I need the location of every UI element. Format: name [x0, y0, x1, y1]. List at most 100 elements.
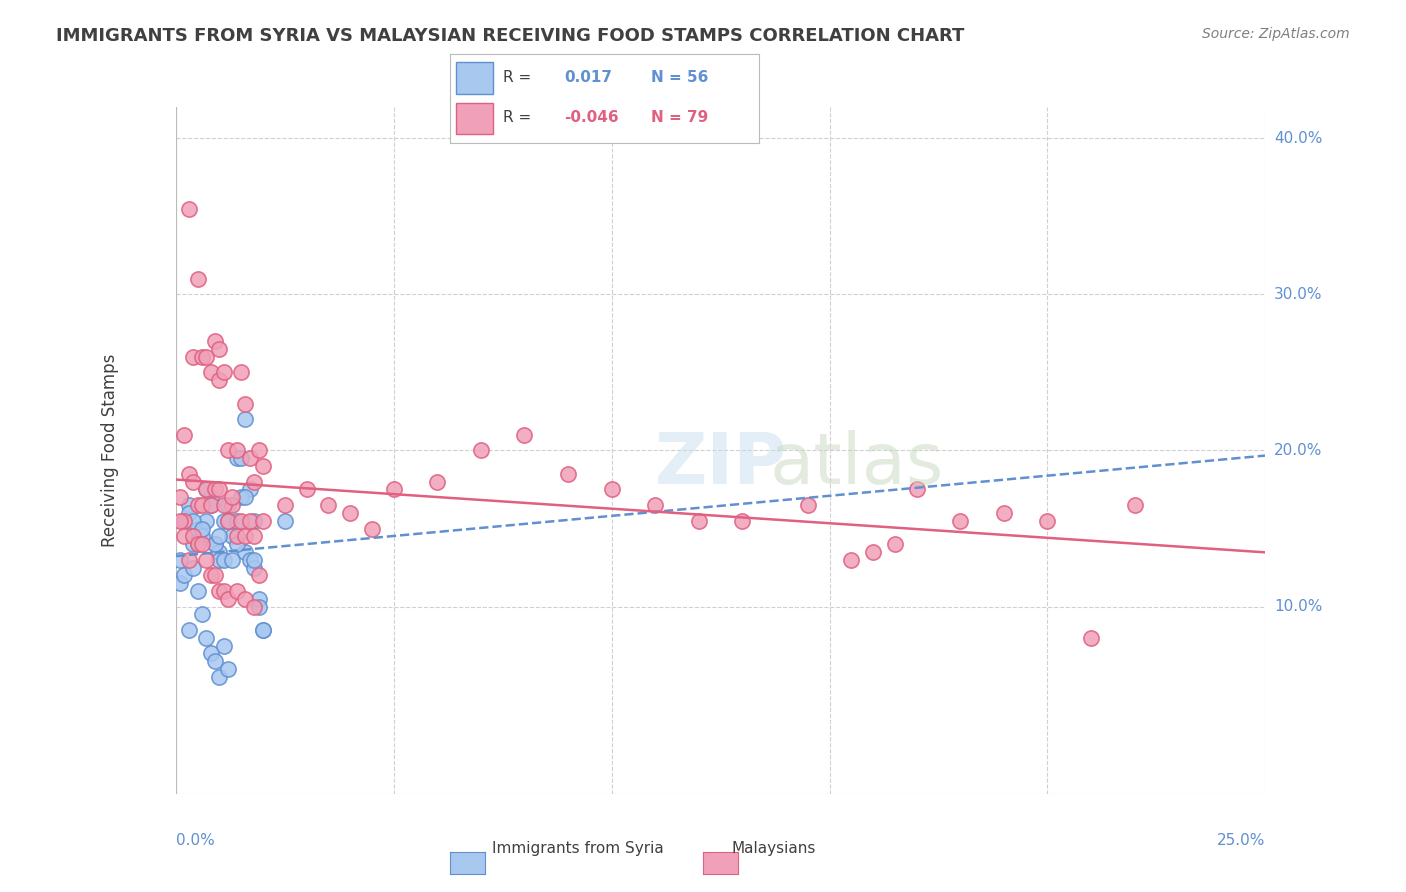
Point: [221, 490, 243, 504]
Point: [195, 552, 218, 567]
Point: [221, 529, 243, 543]
Point: [195, 514, 218, 528]
Point: [243, 560, 266, 574]
Point: [225, 514, 247, 528]
Point: [191, 350, 214, 364]
Point: [200, 568, 222, 582]
Point: [204, 654, 226, 668]
Point: [217, 591, 239, 606]
Point: [243, 599, 266, 614]
Point: [186, 537, 209, 551]
Point: [235, 545, 257, 559]
Point: [221, 552, 243, 567]
Point: [173, 514, 195, 528]
Point: [204, 537, 226, 551]
Point: [191, 521, 214, 535]
Text: 40.0%: 40.0%: [1274, 131, 1323, 145]
Text: Receiving Food Stamps: Receiving Food Stamps: [101, 354, 120, 547]
Point: [600, 483, 623, 497]
Point: [884, 537, 907, 551]
Text: IMMIGRANTS FROM SYRIA VS MALAYSIAN RECEIVING FOOD STAMPS CORRELATION CHART: IMMIGRANTS FROM SYRIA VS MALAYSIAN RECEI…: [56, 27, 965, 45]
Point: [173, 529, 195, 543]
Point: [200, 646, 222, 660]
Point: [181, 560, 204, 574]
Point: [252, 514, 274, 528]
Point: [247, 568, 270, 582]
Point: [252, 623, 274, 637]
Point: [239, 483, 262, 497]
Point: [186, 498, 209, 512]
Text: 0.0%: 0.0%: [176, 833, 215, 848]
Point: [274, 498, 297, 512]
Text: Source: ZipAtlas.com: Source: ZipAtlas.com: [1202, 27, 1350, 41]
Point: [247, 591, 270, 606]
Point: [217, 443, 239, 458]
Point: [1080, 631, 1102, 645]
Point: [181, 537, 204, 551]
Point: [225, 451, 247, 466]
Point: [200, 498, 222, 512]
Point: [191, 498, 214, 512]
Text: Malaysians: Malaysians: [731, 841, 815, 856]
Text: 0.017: 0.017: [564, 70, 613, 85]
Point: [204, 483, 226, 497]
Point: [731, 514, 754, 528]
Point: [426, 475, 449, 489]
Point: [239, 451, 262, 466]
Text: 20.0%: 20.0%: [1274, 443, 1323, 458]
Point: [841, 552, 863, 567]
Point: [225, 529, 247, 543]
Point: [217, 662, 239, 676]
Point: [169, 576, 191, 591]
Text: N = 79: N = 79: [651, 111, 709, 125]
Point: [177, 498, 200, 512]
Point: [243, 529, 266, 543]
Point: [173, 568, 195, 582]
Point: [318, 498, 340, 512]
FancyBboxPatch shape: [456, 62, 494, 94]
Point: [993, 506, 1015, 520]
Point: [1123, 498, 1146, 512]
Point: [177, 202, 200, 216]
Point: [949, 514, 972, 528]
Point: [557, 467, 579, 481]
Point: [208, 529, 231, 543]
Point: [339, 506, 361, 520]
Point: [177, 467, 200, 481]
Text: atlas: atlas: [769, 430, 943, 499]
Point: [239, 552, 262, 567]
Point: [862, 545, 884, 559]
Point: [252, 458, 274, 473]
Point: [177, 506, 200, 520]
Point: [191, 537, 214, 551]
Point: [208, 483, 231, 497]
Point: [173, 427, 195, 442]
FancyBboxPatch shape: [456, 103, 494, 134]
Point: [243, 475, 266, 489]
Point: [181, 514, 204, 528]
Text: 25.0%: 25.0%: [1218, 833, 1265, 848]
Point: [382, 483, 405, 497]
Point: [212, 366, 235, 380]
Point: [195, 631, 218, 645]
Point: [235, 490, 257, 504]
Point: [235, 412, 257, 426]
Point: [212, 498, 235, 512]
Point: [243, 514, 266, 528]
Point: [208, 545, 231, 559]
Point: [231, 514, 253, 528]
Point: [181, 475, 204, 489]
Point: [208, 670, 231, 684]
Point: [204, 334, 226, 348]
Point: [243, 552, 266, 567]
Point: [225, 537, 247, 551]
Point: [235, 529, 257, 543]
Point: [169, 514, 191, 528]
Point: [169, 552, 191, 567]
Point: [195, 350, 218, 364]
Point: [274, 514, 297, 528]
Point: [235, 396, 257, 410]
Point: [252, 623, 274, 637]
Point: [200, 498, 222, 512]
Text: R =: R =: [502, 111, 530, 125]
